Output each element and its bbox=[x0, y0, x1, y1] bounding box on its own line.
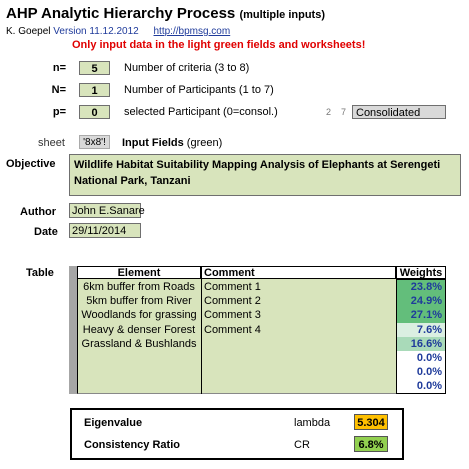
results-panel: Eigenvalue lambda 5.304 Consistency Rati… bbox=[70, 408, 404, 460]
weight-cell: 24.9% bbox=[396, 294, 446, 309]
comment-cell[interactable] bbox=[201, 337, 396, 351]
cr-label: CR bbox=[294, 439, 310, 451]
header-weights: Weights bbox=[396, 266, 446, 279]
date-input[interactable]: 29/11/2014 bbox=[69, 223, 141, 238]
table-row: 6km buffer from Roads Comment 1 23.8% bbox=[77, 280, 446, 295]
table-row: 0.0% bbox=[77, 350, 446, 366]
element-cell[interactable] bbox=[77, 365, 201, 379]
comment-cell[interactable] bbox=[201, 351, 396, 365]
table-left-bar bbox=[69, 266, 77, 394]
N-label: N= bbox=[51, 84, 66, 96]
table-row: 5km buffer from River Comment 2 24.9% bbox=[77, 294, 446, 309]
author-input[interactable]: John E.Sanare bbox=[69, 203, 145, 218]
small-index-a: 2 bbox=[326, 107, 332, 117]
consistency-ratio-label: Consistency Ratio bbox=[84, 439, 180, 451]
comment-cell[interactable] bbox=[201, 379, 396, 393]
small-index-b: 7 bbox=[341, 107, 347, 117]
input-fields-legend: Input Fields (green) bbox=[122, 137, 222, 149]
element-cell[interactable]: Heavy & denser Forest bbox=[82, 323, 196, 336]
element-cell[interactable]: Woodlands for grassing bbox=[81, 309, 197, 322]
weight-cell: 7.6% bbox=[396, 322, 446, 337]
selected-participant-desc: selected Participant (0=consol.) bbox=[124, 106, 278, 118]
input-fields-label: Input Fields bbox=[122, 137, 184, 149]
header-comment: Comment bbox=[201, 266, 396, 279]
table-row: Grassland & Bushlands 16.6% bbox=[77, 336, 446, 351]
objective-input[interactable]: Wildlife Habitat Suitability Mapping Ana… bbox=[69, 154, 461, 196]
weights-column bbox=[396, 279, 446, 394]
objective-label: Objective bbox=[6, 158, 56, 170]
app-title: AHP Analytic Hierarchy Process (multiple… bbox=[6, 5, 325, 22]
criteria-count-input[interactable]: 5 bbox=[79, 61, 110, 75]
weight-cell: 0.0% bbox=[396, 350, 446, 366]
table-body-bg bbox=[77, 279, 396, 394]
element-cell[interactable]: 6km buffer from Roads bbox=[83, 281, 195, 293]
comment-cell[interactable]: Comment 2 bbox=[204, 295, 261, 308]
cr-value: 6.8% bbox=[354, 436, 388, 452]
date-label: Date bbox=[34, 226, 58, 238]
element-cell[interactable]: Grassland & Bushlands bbox=[81, 337, 197, 350]
comment-cell[interactable]: Comment 3 bbox=[204, 309, 261, 322]
criteria-count-desc: Number of criteria (3 to 8) bbox=[124, 62, 250, 74]
author-name: K. Goepel bbox=[6, 26, 51, 37]
element-cell[interactable] bbox=[77, 351, 201, 365]
table-rows: 6km buffer from Roads Comment 1 23.8% 5km b… bbox=[77, 280, 446, 394]
comment-cell[interactable]: Comment 1 bbox=[204, 281, 261, 293]
column-divider bbox=[201, 279, 202, 394]
author-line: K. Goepel Version 11.12.2012 http://bpms… bbox=[6, 26, 230, 37]
comment-cell[interactable] bbox=[201, 365, 396, 379]
weight-cell: 23.8% bbox=[396, 280, 446, 295]
comment-cell[interactable]: Comment 4 bbox=[204, 323, 261, 336]
selected-participant-input[interactable]: 0 bbox=[79, 105, 110, 119]
table-label: Table bbox=[26, 267, 54, 279]
weight-cell: 0.0% bbox=[396, 365, 446, 380]
table-row: 0.0% bbox=[77, 379, 446, 394]
eigenvalue-label: Eigenvalue bbox=[84, 417, 143, 429]
sheet-name-field: '8x8'! bbox=[79, 135, 110, 149]
table-row: Woodlands for grassing Comment 3 27.1% bbox=[77, 308, 446, 323]
weight-cell: 16.6% bbox=[396, 336, 446, 351]
header-element: Element bbox=[77, 266, 201, 279]
participants-count-input[interactable]: 1 bbox=[79, 83, 110, 97]
sheet-label: sheet bbox=[38, 137, 65, 149]
table-row: 0.0% bbox=[77, 365, 446, 380]
lambda-value: 5.304 bbox=[354, 414, 388, 430]
title-subtitle: (multiple inputs) bbox=[239, 9, 325, 21]
weight-cell: 27.1% bbox=[396, 308, 446, 323]
participants-count-desc: Number of Participants (1 to 7) bbox=[124, 84, 274, 96]
author-label: Author bbox=[20, 206, 57, 218]
n-label: n= bbox=[52, 62, 66, 74]
input-fields-note: (green) bbox=[186, 137, 223, 149]
consolidated-field: Consolidated bbox=[352, 105, 446, 119]
lambda-label: lambda bbox=[294, 417, 331, 429]
website-link[interactable]: http://bpmsg.com bbox=[153, 26, 231, 37]
version-label: Version 11.12.2012 bbox=[53, 26, 139, 37]
title-text: AHP Analytic Hierarchy Process bbox=[6, 5, 236, 22]
table-row: Heavy & denser Forest Comment 4 7.6% bbox=[77, 322, 446, 337]
p-label: p= bbox=[52, 106, 66, 118]
weight-cell: 0.0% bbox=[396, 379, 446, 394]
warning-text: Only input data in the light green field… bbox=[72, 39, 366, 51]
element-cell[interactable]: 5km buffer from River bbox=[86, 295, 192, 308]
element-cell[interactable] bbox=[77, 379, 201, 393]
